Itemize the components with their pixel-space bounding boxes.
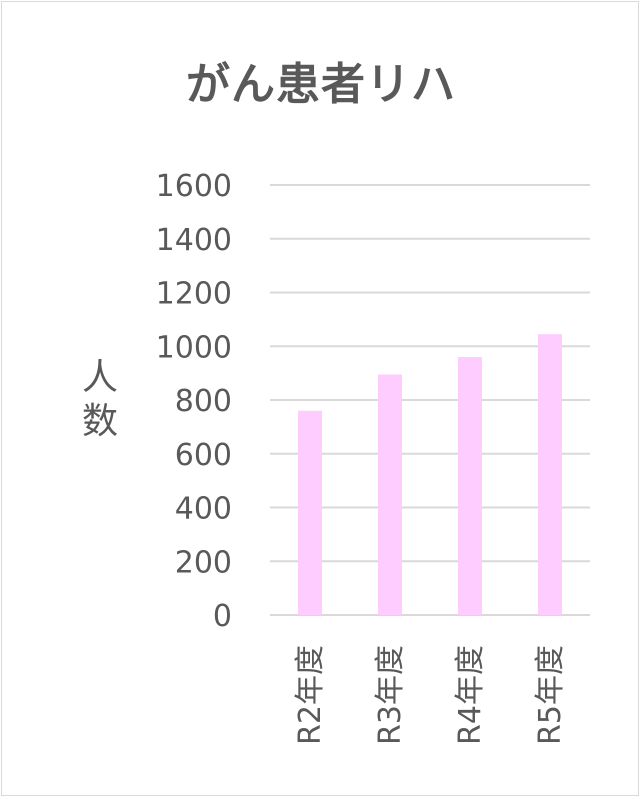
- bar-1: [298, 410, 322, 615]
- y-tick-label: 1400: [156, 223, 232, 258]
- y-tick-label: 400: [175, 492, 232, 527]
- x-tick-label: R2年度: [293, 645, 328, 745]
- y-tick-labels: 0 200 400 600 800 1000 1200 1400 1600: [156, 169, 232, 634]
- y-tick-label: 1200: [156, 277, 232, 312]
- y-tick-label: 1000: [156, 330, 232, 365]
- y-tick-label: 1600: [156, 169, 232, 204]
- x-tick-label: R5年度: [533, 645, 568, 745]
- y-axis-label-char-1: 人: [81, 357, 118, 398]
- bar-3: [458, 357, 482, 615]
- bar-4: [538, 334, 562, 615]
- x-tick-label: R3年度: [373, 645, 408, 745]
- gridlines: [270, 184, 590, 616]
- bar-2: [378, 374, 402, 615]
- y-axis-label-char-2: 数: [81, 401, 118, 442]
- x-tick-labels: R2年度 R3年度 R4年度 R5年度: [293, 645, 568, 745]
- y-tick-label: 600: [175, 438, 232, 473]
- y-tick-label: 200: [175, 545, 232, 580]
- bars: [298, 334, 562, 615]
- y-tick-label: 0: [213, 599, 232, 634]
- y-axis-label: 人 数: [76, 356, 124, 444]
- chart-title: がん患者リハ: [186, 59, 456, 110]
- y-tick-label: 800: [175, 384, 232, 419]
- x-tick-label: R4年度: [453, 645, 488, 745]
